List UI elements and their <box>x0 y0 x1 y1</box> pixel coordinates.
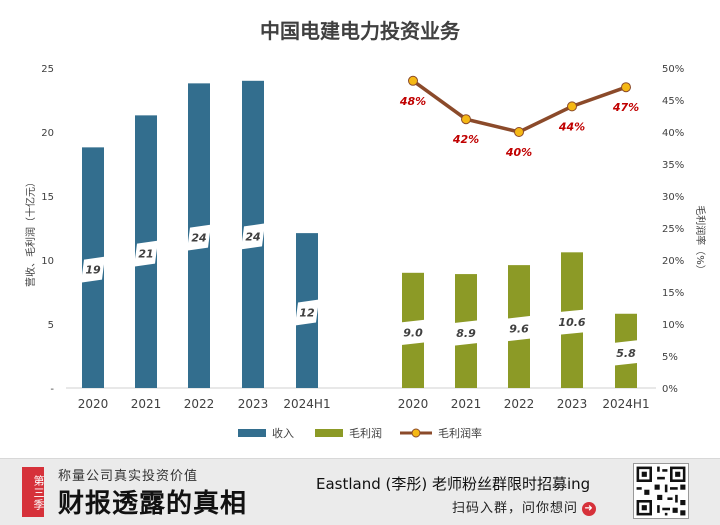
x-tick-label: 2022 <box>184 397 215 411</box>
promo-text: Eastland (李彤) 老师粉丝群限时招募ing <box>316 475 591 493</box>
data-label: 24 <box>245 230 260 243</box>
gross-margin-marker <box>514 127 524 137</box>
data-label-box <box>295 299 319 326</box>
gross-margin-label: 42% <box>452 133 479 146</box>
right-tick-label: 40% <box>662 128 684 139</box>
x-tick-label: 2021 <box>451 397 482 411</box>
gross-margin-marker <box>567 101 577 112</box>
gross-margin-line <box>411 79 627 134</box>
left-tick-label: - <box>50 384 54 395</box>
right-tick-label: 0% <box>662 384 678 395</box>
left-axis-title: 营收、毛利润（十亿元） <box>24 177 37 287</box>
banner-headline: 财报透露的真相 <box>58 489 248 519</box>
chart-area: 中国电建电力投资业务 - 5 10 15 20 25 0% 5% 10% 15% 20% 25% 30%… <box>24 19 707 440</box>
data-label-box <box>241 223 265 250</box>
chart-title: 中国电建电力投资业务 <box>260 19 461 43</box>
gross-margin-label: 47% <box>612 101 639 114</box>
legend-label-gross-profit: 毛利润 <box>349 426 382 440</box>
arrow-right-icon: ➜ <box>582 501 597 516</box>
right-tick-label: 50% <box>662 64 684 75</box>
x-tick-label: 2024H1 <box>602 397 649 411</box>
data-label: 24 <box>191 232 206 245</box>
promo-cta[interactable]: 扫码入群，问你想问 ➜ <box>452 497 597 516</box>
x-tick-label: 2023 <box>238 397 269 411</box>
data-label: 8.9 <box>456 327 476 340</box>
left-tick-label: 5 <box>48 320 54 331</box>
left-tick-label: 20 <box>41 128 54 139</box>
data-label: 21 <box>138 248 153 261</box>
data-label-box <box>134 240 158 267</box>
promo-cta-label: 扫码入群，问你想问 <box>452 501 579 516</box>
legend-marker-gross-margin <box>411 428 421 438</box>
chart-canvas: 中国电建电力投资业务 - 5 10 15 20 25 0% 5% 10% 15% 20% 25% 30%… <box>24 19 707 440</box>
gross-margin-marker <box>461 114 471 125</box>
data-label-box <box>398 319 428 346</box>
data-label-box <box>555 309 589 336</box>
right-tick-label: 35% <box>662 160 684 171</box>
right-tick-label: 25% <box>662 224 684 235</box>
qr-code-icon[interactable] <box>633 463 689 519</box>
left-tick-label: 10 <box>41 256 54 267</box>
data-label-box <box>611 339 641 366</box>
data-label-box <box>504 315 534 342</box>
x-tick-label: 2023 <box>557 397 588 411</box>
banner-subtitle: 称量公司真实投资价值 <box>58 469 199 484</box>
data-label: 19 <box>85 264 101 277</box>
legend-swatch-revenue <box>238 429 266 437</box>
data-label: 10.6 <box>558 316 585 329</box>
x-tick-label: 2020 <box>398 397 429 411</box>
data-label-box <box>81 256 105 283</box>
x-tick-label: 2021 <box>131 397 162 411</box>
data-label: 5.8 <box>616 347 636 360</box>
right-tick-label: 10% <box>662 320 684 331</box>
right-tick-label: 15% <box>662 288 684 299</box>
data-label-box <box>451 320 481 347</box>
x-tick-label: 2024H1 <box>283 397 330 411</box>
gross-margin-label: 44% <box>558 120 585 133</box>
gross-margin-label: 48% <box>399 95 426 108</box>
right-axis-title: 毛利润率（%） <box>694 205 707 275</box>
gross-margin-label: 40% <box>505 146 532 159</box>
left-tick-label: 25 <box>41 64 54 75</box>
data-label: 12 <box>299 307 315 320</box>
legend-label-gross-margin: 毛利润率 <box>438 426 482 440</box>
right-tick-label: 30% <box>662 192 684 203</box>
promo-banner: 第三季 称量公司真实投资价值 财报透露的真相 Eastland (李彤) 老师粉… <box>0 458 720 525</box>
gross-margin-marker <box>621 82 631 93</box>
gross-margin-marker <box>408 75 418 86</box>
right-tick-label: 45% <box>662 96 684 107</box>
data-label: 9.6 <box>509 323 529 336</box>
right-tick-label: 20% <box>662 256 684 267</box>
x-tick-label: 2020 <box>78 397 109 411</box>
data-label: 9.0 <box>403 326 423 339</box>
data-label-box <box>187 224 211 251</box>
legend-label-revenue: 收入 <box>272 426 294 440</box>
season-badge: 第三季 <box>22 467 45 517</box>
legend-swatch-gross-profit <box>315 429 343 437</box>
right-tick-label: 5% <box>662 352 678 363</box>
x-tick-label: 2022 <box>504 397 535 411</box>
left-tick-label: 15 <box>41 192 54 203</box>
